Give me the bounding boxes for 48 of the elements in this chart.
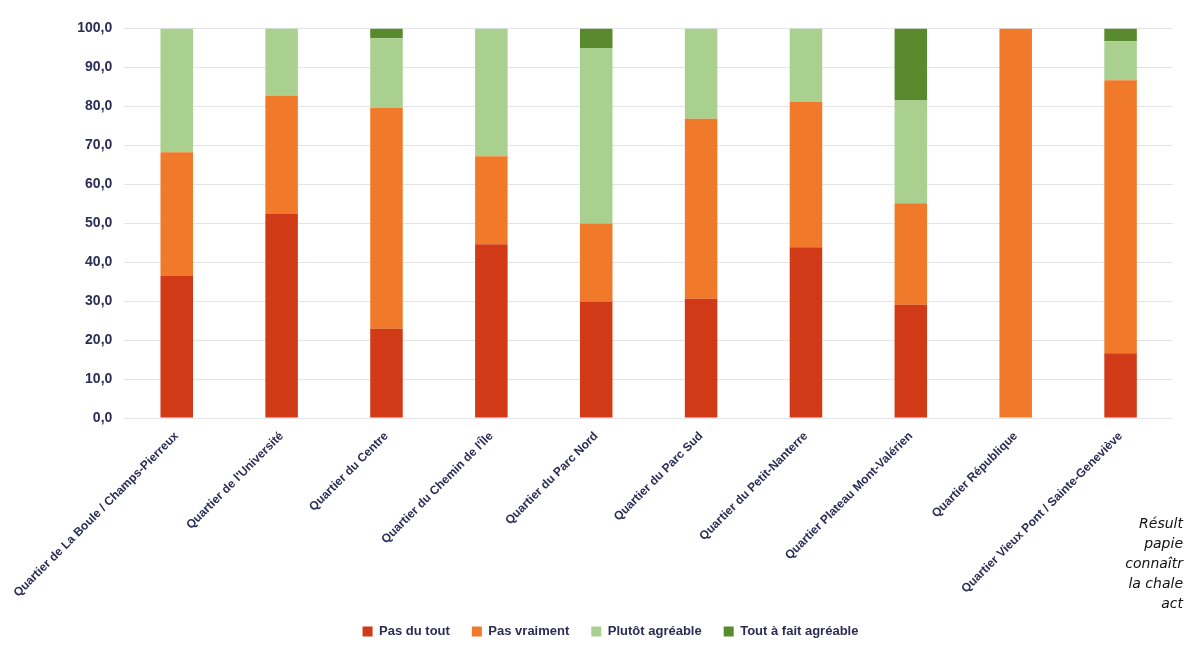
bar [370, 107, 403, 329]
bar [370, 28, 403, 39]
text: Résult papie connaîtr la chale act [1125, 514, 1183, 613]
bar [789, 28, 823, 103]
legend-label: Plutôt agréable [607, 623, 702, 639]
bar [265, 213, 298, 418]
y-tick-label: 80,0 [85, 97, 113, 114]
legend-label: Pas vraiment [488, 623, 570, 639]
bar [579, 28, 613, 48]
y-tick-label: 70,0 [85, 136, 113, 153]
bar [894, 100, 928, 204]
y-tick-label: 30,0 [85, 292, 113, 308]
bar [579, 223, 613, 302]
bar [999, 28, 1032, 418]
y-tick-label: 50,0 [85, 214, 113, 231]
bar [684, 28, 718, 119]
bar [475, 28, 508, 157]
bar [894, 304, 928, 418]
bar [894, 28, 928, 101]
bar [1104, 353, 1137, 418]
bar [1104, 80, 1137, 354]
bar [370, 38, 403, 108]
bar [579, 47, 613, 224]
bar [475, 244, 508, 418]
bar [370, 328, 403, 418]
bar [1104, 41, 1137, 81]
y-tick-label: 40,0 [85, 253, 113, 270]
bar [684, 298, 718, 418]
y-tick-label: 100,0 [77, 19, 113, 36]
bar [475, 156, 508, 245]
bar [789, 247, 823, 418]
y-tick-label: 60,0 [85, 175, 113, 192]
legend-label: Pas du tout [379, 623, 451, 639]
bar [789, 102, 823, 248]
bar [684, 118, 718, 299]
y-tick-label: 0,0 [92, 408, 113, 425]
bar [160, 28, 193, 153]
bar [894, 203, 928, 305]
bar [579, 301, 613, 418]
bar [160, 275, 193, 418]
y-tick-label: 90,0 [85, 58, 113, 75]
bar [265, 28, 298, 96]
bar [1104, 28, 1137, 42]
y-tick-label: 10,0 [85, 369, 113, 386]
y-tick-label: 20,0 [85, 330, 113, 347]
bar [265, 95, 298, 214]
bar [160, 152, 193, 276]
legend-label: Tout à fait agréable [740, 623, 859, 639]
